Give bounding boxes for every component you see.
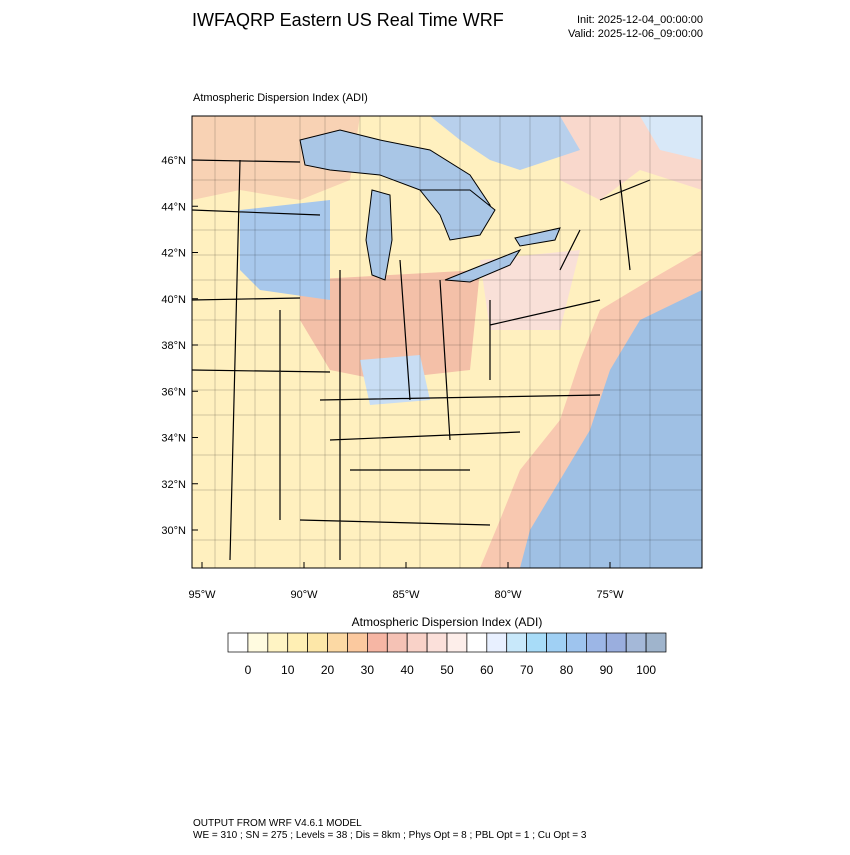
colorbar-label: 60 — [480, 663, 494, 677]
canada-field — [430, 116, 580, 170]
title: IWFAQRP Eastern US Real Time WRF — [192, 10, 504, 30]
lat-label: 42°N — [161, 248, 186, 260]
map-frame — [191, 115, 703, 569]
colorbar-box — [227, 632, 249, 653]
colorbar-box — [546, 632, 567, 653]
colorbar-label: 40 — [401, 663, 415, 677]
lon-label: 95°W — [188, 589, 216, 601]
colorbar-box — [287, 632, 308, 653]
lat-label: 38°N — [161, 340, 186, 352]
colorbar-label: 0 — [245, 663, 252, 677]
colorbar-box — [526, 632, 547, 653]
colorbar-box — [466, 632, 488, 653]
map — [192, 116, 702, 568]
lon-label: 75°W — [596, 589, 624, 601]
colorbar-label: 80 — [560, 663, 574, 677]
colorbar-box — [327, 632, 348, 653]
lat-label: 30°N — [161, 525, 186, 537]
footer-line: WE = 310 ; SN = 275 ; Levels = 38 ; Dis … — [193, 830, 587, 841]
lat-label: 36°N — [161, 386, 186, 398]
axes: 46°N 44°N 42°N 40°N 38°N 36°N 34°N 32°N 30°N 95°W… — [161, 155, 624, 601]
colorbar-box — [645, 632, 667, 653]
colorbar-box — [267, 632, 289, 653]
colorbar-label: 50 — [440, 663, 454, 677]
colorbar-label: 20 — [321, 663, 335, 677]
colorbar-box — [386, 632, 408, 653]
plot-title: Atmospheric Dispersion Index (ADI) — [193, 92, 368, 104]
lon-label: 85°W — [392, 589, 420, 601]
init-time: Init: 2025-12-04_00:00:00 — [577, 14, 703, 26]
colorbar-box — [247, 632, 269, 653]
colorbar-box — [566, 632, 587, 653]
field — [300, 270, 480, 380]
county-borders — [192, 116, 702, 568]
colorbar-box — [426, 632, 448, 653]
colorbar-box — [625, 632, 647, 653]
valid-time: Valid: 2025-12-06_09:00:00 — [568, 28, 703, 40]
footer-line: OUTPUT FROM WRF V4.6.1 MODEL — [193, 818, 362, 829]
lat-label: 46°N — [161, 155, 186, 167]
colorbar-box — [406, 632, 428, 653]
field — [640, 116, 702, 160]
lake-huron — [418, 189, 496, 241]
colorbar-box — [446, 632, 468, 653]
colorbar-label: 10 — [281, 663, 295, 677]
colorbar-title: Atmospheric Dispersion Index (ADI) — [352, 615, 543, 629]
colorbar: 0 10 20 30 40 50 60 70 80 90 100 — [227, 632, 667, 677]
colorbar-box — [367, 632, 388, 653]
lat-label: 44°N — [161, 201, 186, 213]
field — [360, 355, 430, 405]
lat-label: 40°N — [161, 294, 186, 306]
colorbar-box — [506, 632, 527, 653]
colorbar-box — [605, 632, 627, 653]
lon-label: 80°W — [494, 589, 522, 601]
ocean — [520, 290, 702, 568]
colorbar-label: 30 — [361, 663, 375, 677]
lat-label: 32°N — [161, 479, 186, 491]
lake-erie — [444, 248, 522, 283]
colorbar-label: 70 — [520, 663, 534, 677]
lake-ontario — [514, 227, 561, 247]
colorbar-label: 100 — [636, 663, 656, 677]
field — [240, 200, 330, 300]
colorbar-label: 90 — [600, 663, 614, 677]
colorbar-box — [347, 632, 368, 653]
colorbar-box — [586, 632, 607, 653]
lat-label: 34°N — [161, 433, 186, 445]
lon-label: 90°W — [290, 589, 318, 601]
colorbar-box — [307, 632, 328, 653]
colorbar-box — [486, 632, 508, 653]
